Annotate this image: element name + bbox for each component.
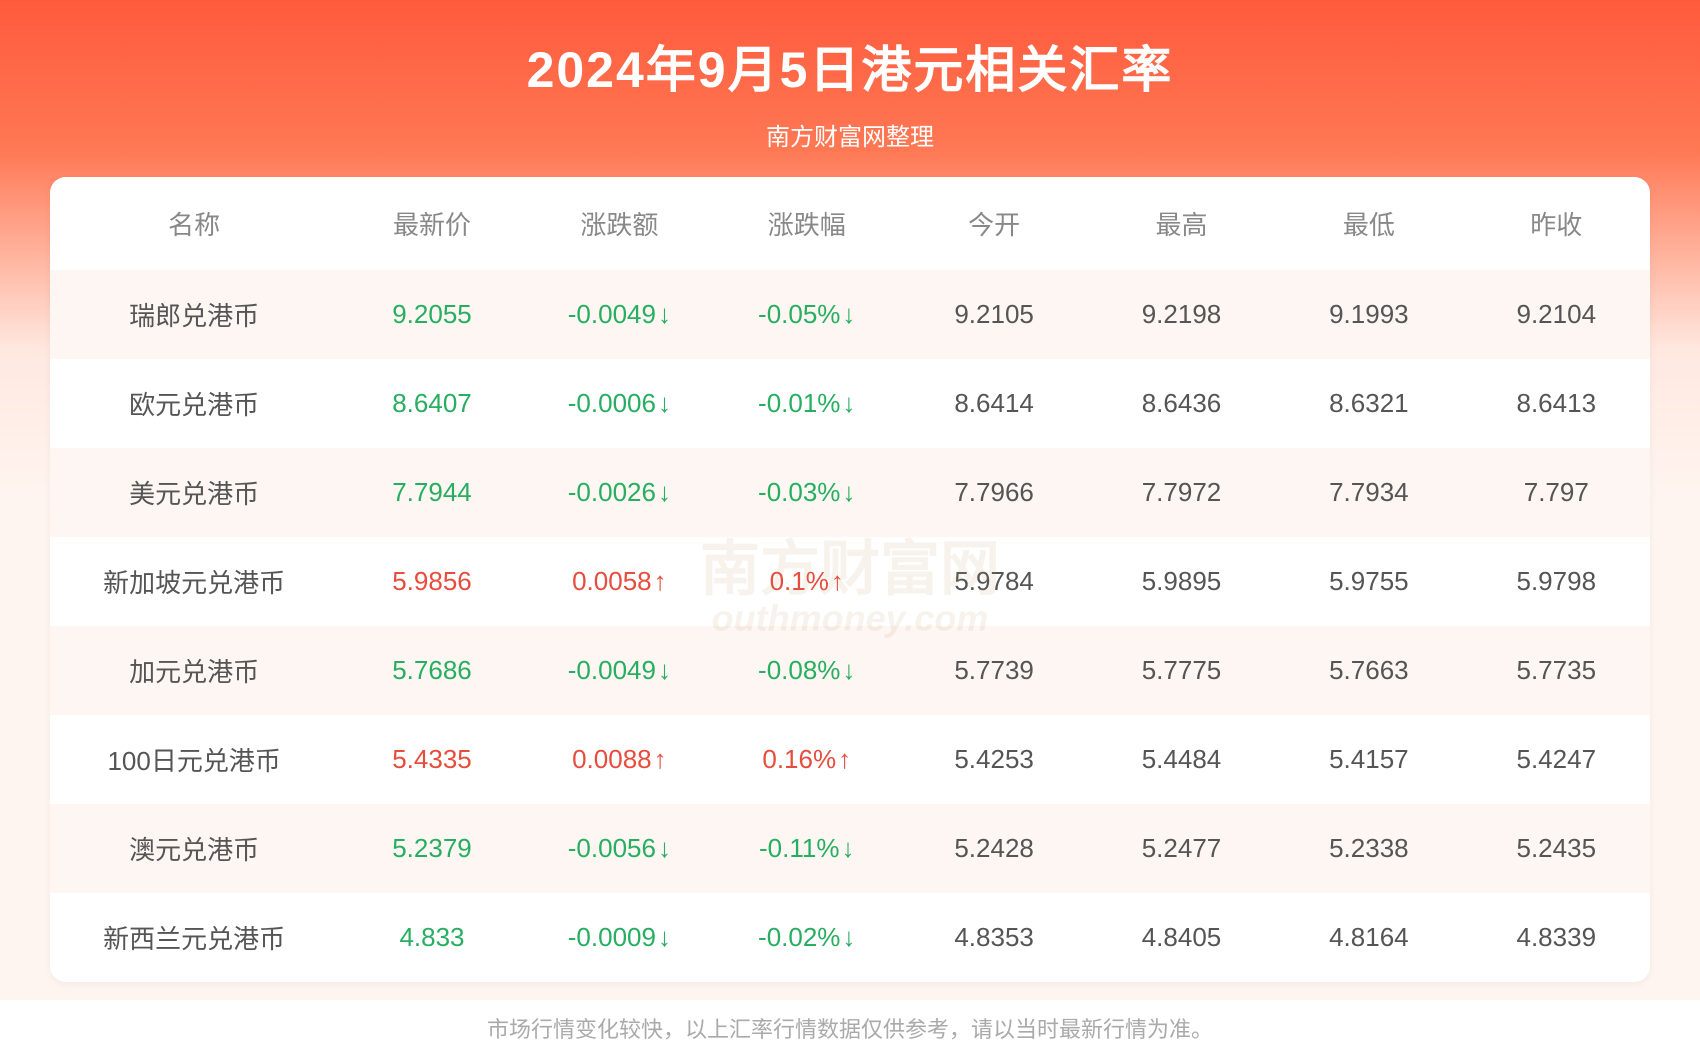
cell-latest: 4.833	[338, 893, 525, 982]
cell-change: -0.0026	[526, 448, 713, 537]
cell-low: 4.8164	[1275, 893, 1462, 982]
cell-change: 0.0088	[526, 715, 713, 804]
col-header-latest: 最新价	[338, 177, 525, 270]
cell-high: 5.7775	[1088, 626, 1275, 715]
cell-name: 澳元兑港币	[50, 804, 338, 893]
cell-low: 5.9755	[1275, 537, 1462, 626]
cell-high: 7.7972	[1088, 448, 1275, 537]
cell-change-pct: -0.03%	[713, 448, 900, 537]
cell-high: 4.8405	[1088, 893, 1275, 982]
cell-low: 9.1993	[1275, 270, 1462, 359]
table-row: 新加坡元兑港币5.98560.00580.1%5.97845.98955.975…	[50, 537, 1650, 626]
cell-open: 5.9784	[900, 537, 1087, 626]
cell-change: -0.0006	[526, 359, 713, 448]
cell-prev_close: 5.9798	[1463, 537, 1650, 626]
cell-low: 8.6321	[1275, 359, 1462, 448]
cell-latest: 8.6407	[338, 359, 525, 448]
cell-prev_close: 4.8339	[1463, 893, 1650, 982]
cell-name: 美元兑港币	[50, 448, 338, 537]
cell-change-pct: -0.11%	[713, 804, 900, 893]
cell-low: 5.7663	[1275, 626, 1462, 715]
rates-table: 名称 最新价 涨跌额 涨跌幅 今开 最高 最低 昨收 瑞郎兑港币9.2055-0…	[50, 177, 1650, 982]
cell-prev_close: 5.2435	[1463, 804, 1650, 893]
cell-name: 瑞郎兑港币	[50, 270, 338, 359]
col-header-low: 最低	[1275, 177, 1462, 270]
cell-name: 加元兑港币	[50, 626, 338, 715]
table-row: 澳元兑港币5.2379-0.0056-0.11%5.24285.24775.23…	[50, 804, 1650, 893]
main-container: 2024年9月5日港元相关汇率 南方财富网整理 南方财富网 outhmoney.…	[0, 0, 1700, 1000]
cell-change: -0.0056	[526, 804, 713, 893]
cell-low: 5.4157	[1275, 715, 1462, 804]
cell-name: 新加坡元兑港币	[50, 537, 338, 626]
cell-high: 8.6436	[1088, 359, 1275, 448]
col-header-open: 今开	[900, 177, 1087, 270]
cell-open: 5.2428	[900, 804, 1087, 893]
cell-low: 5.2338	[1275, 804, 1462, 893]
cell-change-pct: -0.01%	[713, 359, 900, 448]
cell-name: 欧元兑港币	[50, 359, 338, 448]
cell-low: 7.7934	[1275, 448, 1462, 537]
page-subtitle: 南方财富网整理	[50, 117, 1650, 152]
cell-prev_close: 8.6413	[1463, 359, 1650, 448]
cell-high: 5.2477	[1088, 804, 1275, 893]
cell-latest: 5.4335	[338, 715, 525, 804]
col-header-change-pct: 涨跌幅	[713, 177, 900, 270]
cell-prev_close: 9.2104	[1463, 270, 1650, 359]
cell-open: 9.2105	[900, 270, 1087, 359]
col-header-prev-close: 昨收	[1463, 177, 1650, 270]
cell-open: 5.7739	[900, 626, 1087, 715]
cell-latest: 7.7944	[338, 448, 525, 537]
footer-note: 市场行情变化较快，以上汇率行情数据仅供参考，请以当时最新行情为准。	[50, 1012, 1650, 1044]
cell-name: 100日元兑港币	[50, 715, 338, 804]
table-row: 100日元兑港币5.43350.00880.16%5.42535.44845.4…	[50, 715, 1650, 804]
cell-latest: 9.2055	[338, 270, 525, 359]
cell-latest: 5.2379	[338, 804, 525, 893]
table-row: 新西兰元兑港币4.833-0.0009-0.02%4.83534.84054.8…	[50, 893, 1650, 982]
page-title: 2024年9月5日港元相关汇率	[50, 30, 1650, 102]
cell-name: 新西兰元兑港币	[50, 893, 338, 982]
table-body: 瑞郎兑港币9.2055-0.0049-0.05%9.21059.21989.19…	[50, 270, 1650, 982]
cell-change-pct: -0.02%	[713, 893, 900, 982]
header: 2024年9月5日港元相关汇率 南方财富网整理	[50, 30, 1650, 152]
cell-high: 5.9895	[1088, 537, 1275, 626]
cell-high: 9.2198	[1088, 270, 1275, 359]
cell-open: 5.4253	[900, 715, 1087, 804]
cell-prev_close: 7.797	[1463, 448, 1650, 537]
table-row: 瑞郎兑港币9.2055-0.0049-0.05%9.21059.21989.19…	[50, 270, 1650, 359]
cell-change: -0.0049	[526, 626, 713, 715]
col-header-high: 最高	[1088, 177, 1275, 270]
cell-change-pct: -0.05%	[713, 270, 900, 359]
cell-change-pct: 0.1%	[713, 537, 900, 626]
col-header-change: 涨跌额	[526, 177, 713, 270]
table-row: 欧元兑港币8.6407-0.0006-0.01%8.64148.64368.63…	[50, 359, 1650, 448]
table-wrapper: 南方财富网 outhmoney.com 名称 最新价 涨跌额 涨跌幅 今开 最高…	[50, 177, 1650, 982]
table-row: 加元兑港币5.7686-0.0049-0.08%5.77395.77755.76…	[50, 626, 1650, 715]
cell-prev_close: 5.7735	[1463, 626, 1650, 715]
cell-change: -0.0009	[526, 893, 713, 982]
col-header-name: 名称	[50, 177, 338, 270]
cell-prev_close: 5.4247	[1463, 715, 1650, 804]
cell-high: 5.4484	[1088, 715, 1275, 804]
cell-change: -0.0049	[526, 270, 713, 359]
cell-open: 8.6414	[900, 359, 1087, 448]
cell-open: 7.7966	[900, 448, 1087, 537]
cell-latest: 5.7686	[338, 626, 525, 715]
table-row: 美元兑港币7.7944-0.0026-0.03%7.79667.79727.79…	[50, 448, 1650, 537]
cell-change-pct: -0.08%	[713, 626, 900, 715]
cell-change-pct: 0.16%	[713, 715, 900, 804]
table-header-row: 名称 最新价 涨跌额 涨跌幅 今开 最高 最低 昨收	[50, 177, 1650, 270]
cell-latest: 5.9856	[338, 537, 525, 626]
cell-open: 4.8353	[900, 893, 1087, 982]
cell-change: 0.0058	[526, 537, 713, 626]
